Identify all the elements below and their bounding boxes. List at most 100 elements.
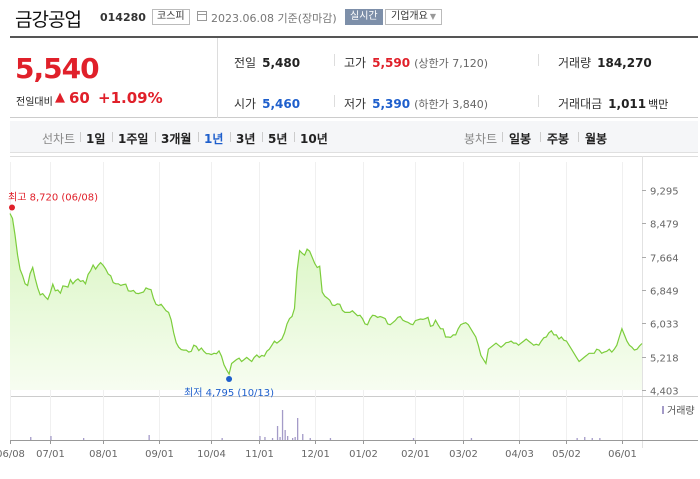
x-tick-label: 01/02: [349, 449, 378, 460]
volume-legend-swatch: [662, 406, 664, 414]
stat-open-label: 시가: [234, 97, 257, 111]
x-tick-label: 04/03: [505, 449, 534, 460]
price-area: [10, 213, 642, 390]
volume-bar: [259, 436, 261, 440]
volume-bar: [148, 435, 150, 440]
stat-high-value: 5,590: [372, 56, 411, 70]
line-chart-label: 선차트: [42, 132, 76, 146]
x-tick-label: 03/02: [449, 449, 478, 460]
x-tick-label: 05/02: [552, 449, 581, 460]
low-marker: [226, 375, 233, 382]
y-tick-label: 7,664: [650, 254, 679, 265]
y-tick-label: 8,479: [650, 220, 679, 231]
company-info-button[interactable]: 기업개요 ▼: [385, 9, 442, 25]
stat-low-label: 저가: [344, 97, 367, 111]
volume-bar: [470, 438, 473, 440]
stat-open-value: 5,460: [262, 97, 301, 111]
period-1y[interactable]: 1년: [204, 132, 224, 146]
divider: [538, 95, 539, 107]
volume-bar: [576, 438, 578, 440]
divider: [294, 132, 295, 142]
stat-amount-unit: 백만: [648, 98, 669, 111]
volume-bar: [221, 438, 223, 440]
y-tick-label: 6,033: [650, 320, 679, 331]
stat-prev-label: 전일: [234, 56, 257, 70]
price-line: [9, 213, 643, 376]
period-5y[interactable]: 5년: [268, 132, 288, 146]
volume-bar: [281, 410, 284, 440]
volume-bar: [302, 434, 304, 440]
stat-low-value: 5,390: [372, 97, 411, 111]
divider: [540, 132, 541, 142]
chart-toolbar: 선차트 1일 1주일 3개월 1년 3년 5년 10년 봉차트 일봉 주봉 월봉: [10, 121, 698, 153]
volume-bar: [294, 437, 296, 440]
stock-name[interactable]: 금강공업: [15, 9, 82, 31]
volume-legend-label: 거래량: [667, 405, 695, 417]
divider: [334, 95, 335, 107]
volume-bar: [83, 438, 85, 440]
stat-high: 고가 5,590 (상한가 7,120): [344, 54, 488, 71]
x-tick-label: 08/01: [89, 449, 118, 460]
period-3y[interactable]: 3년: [236, 132, 256, 146]
market-badge: 코스피: [152, 9, 190, 25]
lower-limit: (하한가 3,840): [414, 98, 488, 111]
calendar-icon: [197, 11, 207, 21]
divider: [262, 132, 263, 142]
volume-bar: [292, 438, 294, 440]
base-date: 2023.06.08 기준(장마감): [211, 12, 337, 25]
x-tick-label: 10/04: [197, 449, 226, 460]
divider: [578, 132, 579, 142]
stat-high-label: 고가: [344, 56, 367, 70]
high-marker: [9, 204, 15, 211]
stat-volume: 거래량 184,270: [558, 54, 652, 71]
stat-prev: 전일 5,480: [234, 54, 300, 71]
volume-bar: [584, 437, 586, 440]
stat-amount-value: 1,011: [608, 97, 647, 111]
stock-header: 금강공업 014280 코스피 2023.06.08 기준(장마감) 실시간 기…: [0, 0, 700, 34]
volume-bar: [50, 436, 52, 440]
realtime-button[interactable]: 실시간: [345, 9, 383, 25]
volume-bar: [276, 426, 279, 440]
x-tick-label: 06/08: [0, 449, 25, 460]
x-tick-label: 02/01: [401, 449, 430, 460]
volume-bar: [309, 438, 311, 440]
period-1d[interactable]: 1일: [86, 132, 106, 146]
change-label: 전일대비: [16, 97, 53, 108]
y-tick-label: 6,849: [650, 287, 679, 298]
stat-volume-label: 거래량: [558, 56, 592, 70]
change-percent: +1.09%: [98, 89, 163, 107]
current-price-box: 5,540 전일대비 ▲ 60 +1.09%: [10, 38, 218, 118]
volume-bar: [287, 436, 289, 440]
period-3m[interactable]: 3개월: [161, 132, 192, 146]
candle-weekly[interactable]: 주봉: [547, 132, 570, 146]
volume-bar: [279, 437, 281, 440]
y-tick-label: 9,295: [650, 187, 679, 198]
company-info-label: 기업개요: [391, 11, 428, 22]
candle-monthly[interactable]: 월봉: [585, 132, 608, 146]
price-summary: 5,540 전일대비 ▲ 60 +1.09% 전일 5,480 고가 5,590 (상…: [10, 36, 698, 118]
stat-volume-value: 184,270: [597, 56, 652, 70]
x-tick-label: 06/01: [608, 449, 637, 460]
candle-chart-label: 봉차트: [464, 132, 498, 146]
volume-bar: [329, 438, 332, 440]
period-1w[interactable]: 1주일: [118, 132, 149, 146]
candle-daily[interactable]: 일봉: [509, 132, 532, 146]
stat-amount-label: 거래대금: [558, 97, 603, 111]
divider: [334, 54, 335, 66]
volume-bar: [264, 437, 266, 440]
x-tick-label: 09/01: [145, 449, 174, 460]
upper-limit: (상한가 7,120): [414, 57, 488, 70]
price-chart[interactable]: 06/08 07/01 08/01 09/01 10/04 11/01 12/01 01/02…: [0, 156, 700, 479]
x-tick-label: 11/01: [245, 449, 274, 460]
divider: [198, 132, 199, 142]
stat-open: 시가 5,460: [234, 95, 300, 112]
low-label: 최저 4,795 (10/13): [184, 387, 274, 399]
divider: [155, 132, 156, 142]
stock-code: 014280: [100, 11, 146, 24]
stat-prev-value: 5,480: [262, 56, 301, 70]
period-10y[interactable]: 10년: [300, 132, 328, 146]
volume-bar: [591, 438, 593, 440]
divider: [230, 132, 231, 142]
x-tick-label: 07/01: [36, 449, 65, 460]
volume-bar: [284, 430, 286, 440]
